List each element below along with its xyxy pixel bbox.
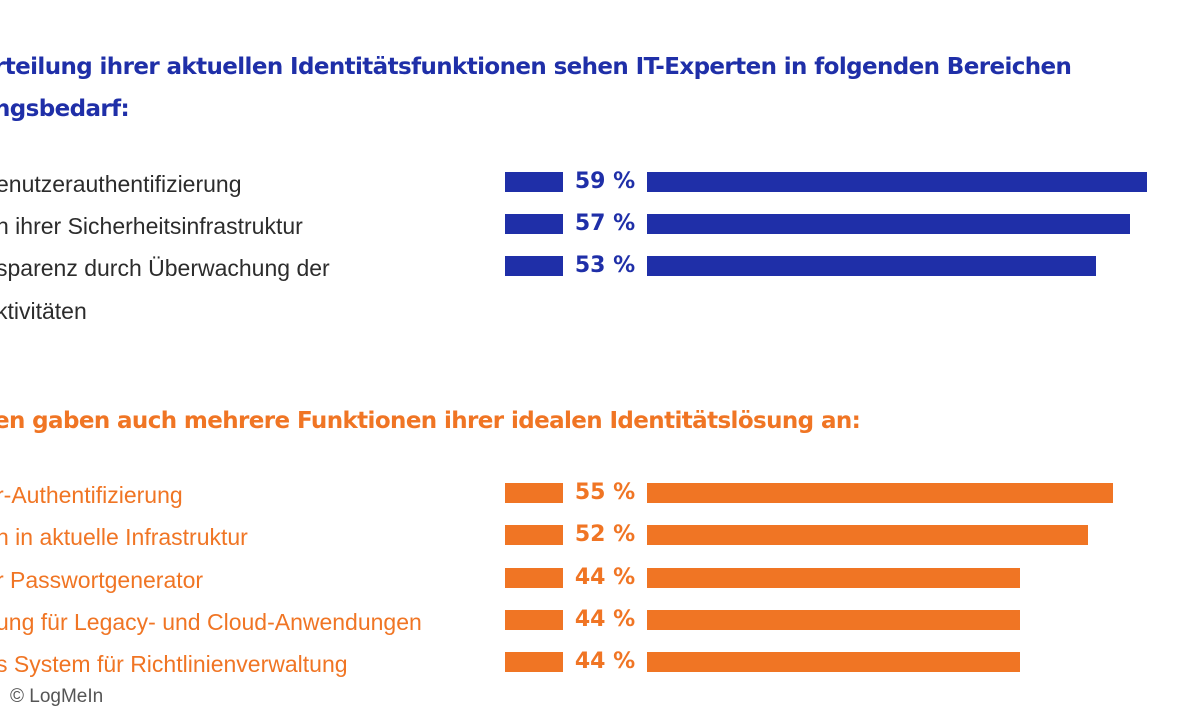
value-label: 53 % [574, 253, 636, 278]
bar-stub [505, 256, 563, 276]
value-label: 44 % [574, 649, 636, 674]
chart-1-title-line2: ngsbedarf: [0, 96, 130, 122]
bar-stub [505, 652, 563, 672]
bar-stub [505, 610, 563, 630]
bar [647, 652, 1020, 672]
bar-stub [505, 525, 563, 545]
bar [647, 214, 1130, 234]
chart-1-title: rteilung ihrer aktuellen Identitätsfunkt… [0, 54, 1072, 80]
bar-label: n ihrer Sicherheitsinfrastruktur [0, 213, 303, 239]
value-label: 59 % [574, 169, 636, 194]
bar-label: r Passwortgenerator [0, 567, 204, 593]
bar-stub [505, 172, 563, 192]
bar [647, 610, 1020, 630]
bar-label: n in aktuelle Infrastruktur [0, 524, 248, 550]
bar-stub [505, 214, 563, 234]
bar-stub [505, 483, 563, 503]
value-label: 52 % [574, 522, 636, 547]
value-label: 44 % [574, 565, 636, 590]
bar-label: s System für Richtlinienverwaltung [0, 651, 348, 677]
bar-label: r-Authentifizierung [0, 482, 183, 508]
bar [647, 568, 1020, 588]
value-label: 55 % [574, 480, 636, 505]
bar [647, 172, 1147, 192]
bar-stub [505, 568, 563, 588]
value-label: 57 % [574, 211, 636, 236]
bar-label: sparenz durch Überwachung der [0, 255, 330, 281]
bar [647, 525, 1088, 545]
value-label: 44 % [574, 607, 636, 632]
bar-label: enutzerauthentifizierung [0, 171, 242, 197]
bar-label-line2: ktivitäten [0, 298, 87, 324]
bar [647, 483, 1113, 503]
bar [647, 256, 1096, 276]
chart-2-title: en gaben auch mehrere Funktionen ihrer i… [0, 408, 861, 434]
bar-label: ung für Legacy- und Cloud-Anwendungen [0, 609, 422, 635]
copyright-notice: © LogMeIn [10, 686, 104, 707]
